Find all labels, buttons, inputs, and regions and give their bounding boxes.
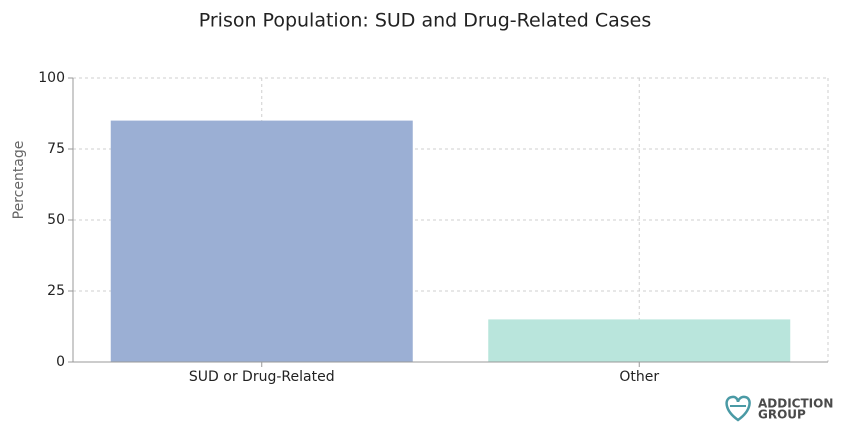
y-tick-label: 0 bbox=[56, 354, 65, 370]
x-tick-label: Other bbox=[619, 369, 659, 385]
y-tick-label: 50 bbox=[47, 212, 65, 228]
bar bbox=[488, 319, 791, 362]
y-tick-label: 75 bbox=[47, 141, 65, 157]
logo: ADDICTION GROUP bbox=[725, 395, 833, 422]
y-tick-label: 25 bbox=[47, 283, 65, 299]
bar bbox=[110, 120, 413, 362]
y-tick-label: 100 bbox=[38, 70, 65, 86]
logo-text: ADDICTION bbox=[758, 397, 833, 411]
y-axis-label: Percentage bbox=[11, 141, 27, 220]
chart-title: Prison Population: SUD and Drug-Related … bbox=[199, 10, 652, 32]
logo-icon bbox=[725, 395, 751, 422]
logo-text: GROUP bbox=[758, 408, 806, 422]
x-tick-label: SUD or Drug-Related bbox=[189, 369, 335, 385]
